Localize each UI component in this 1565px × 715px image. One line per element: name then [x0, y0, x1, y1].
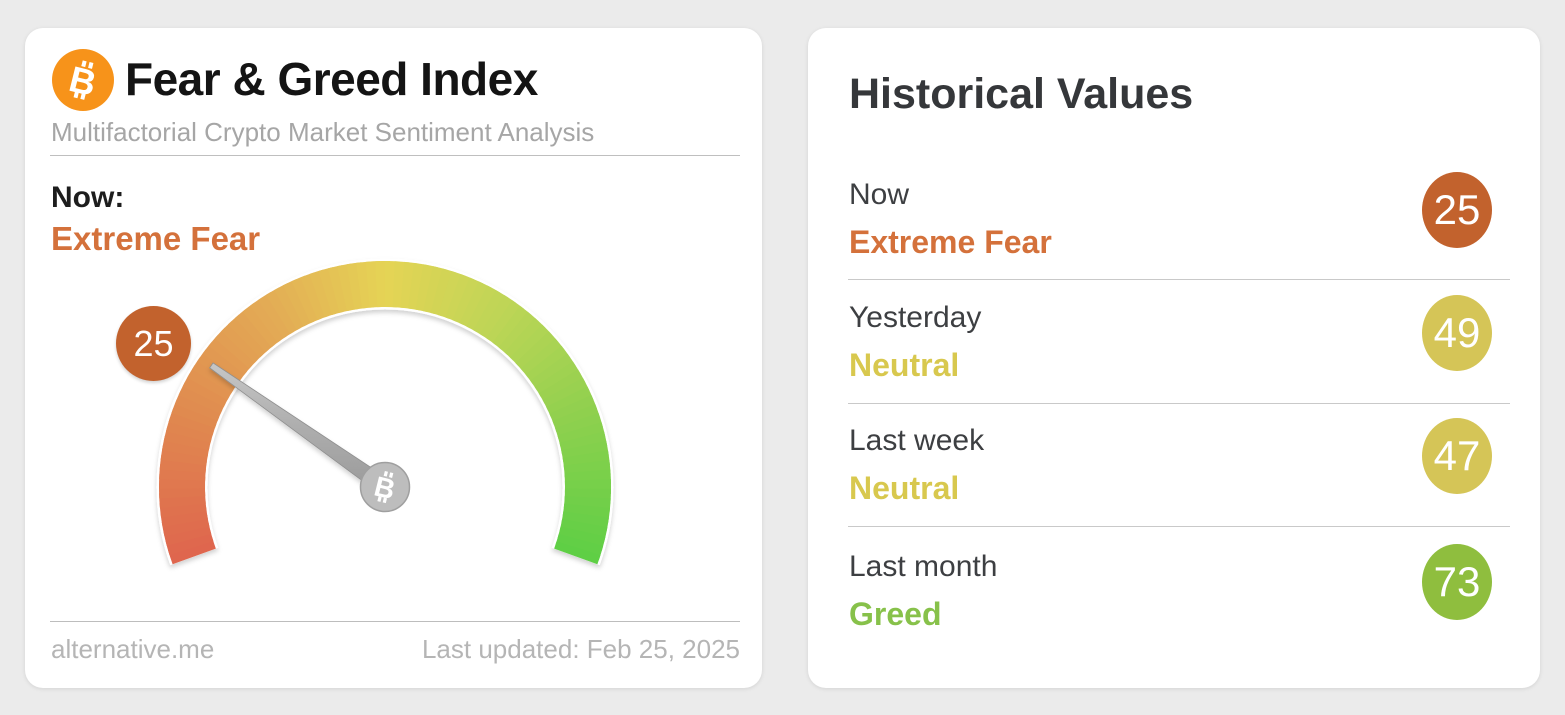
footer-divider	[50, 621, 740, 622]
row-divider	[848, 403, 1510, 404]
history-row-yesterday: Yesterday Neutral 49	[848, 295, 1510, 414]
score-badge: 47	[1422, 418, 1492, 494]
row-classification: Extreme Fear	[849, 224, 1052, 260]
page-title: Fear & Greed Index	[125, 53, 538, 105]
score-badge: 73	[1422, 544, 1492, 620]
row-classification: Neutral	[849, 470, 960, 506]
fear-greed-card: B Fear & Greed Index Multifactorial Cryp…	[25, 28, 762, 688]
score-badge: 25	[1422, 172, 1492, 248]
row-classification: Neutral	[849, 347, 960, 383]
page-subtitle: Multifactorial Crypto Market Sentiment A…	[51, 117, 595, 147]
now-label: Now:	[51, 181, 125, 214]
bitcoin-icon: B	[52, 49, 114, 111]
historical-values-title: Historical Values	[849, 70, 1194, 118]
gauge-pivot-bitcoin-icon: B	[359, 461, 411, 513]
row-period: Last month	[849, 550, 998, 583]
header-divider	[50, 155, 740, 156]
history-row-last-month: Last month Greed 73	[848, 544, 1510, 663]
row-divider	[848, 279, 1510, 280]
row-period: Last week	[849, 424, 985, 457]
last-updated-text: Last updated: Feb 25, 2025	[421, 634, 740, 664]
history-row-last-week: Last week Neutral 47	[848, 418, 1510, 537]
gauge-value-badge: 25	[116, 306, 191, 381]
row-period: Now	[849, 178, 910, 211]
score-badge: 49	[1422, 295, 1492, 371]
fear-greed-gauge: B	[156, 258, 614, 566]
row-period: Yesterday	[849, 301, 982, 334]
historical-values-card: Historical Values Now Extreme Fear 25 Ye…	[808, 28, 1540, 688]
history-row-now: Now Extreme Fear 25	[848, 172, 1510, 291]
row-classification: Greed	[849, 596, 942, 632]
gauge-needle	[209, 362, 391, 495]
row-divider	[848, 526, 1510, 527]
now-sentiment: Extreme Fear	[51, 220, 261, 257]
gauge-arc	[156, 258, 614, 566]
source-link[interactable]: alternative.me	[51, 634, 215, 664]
